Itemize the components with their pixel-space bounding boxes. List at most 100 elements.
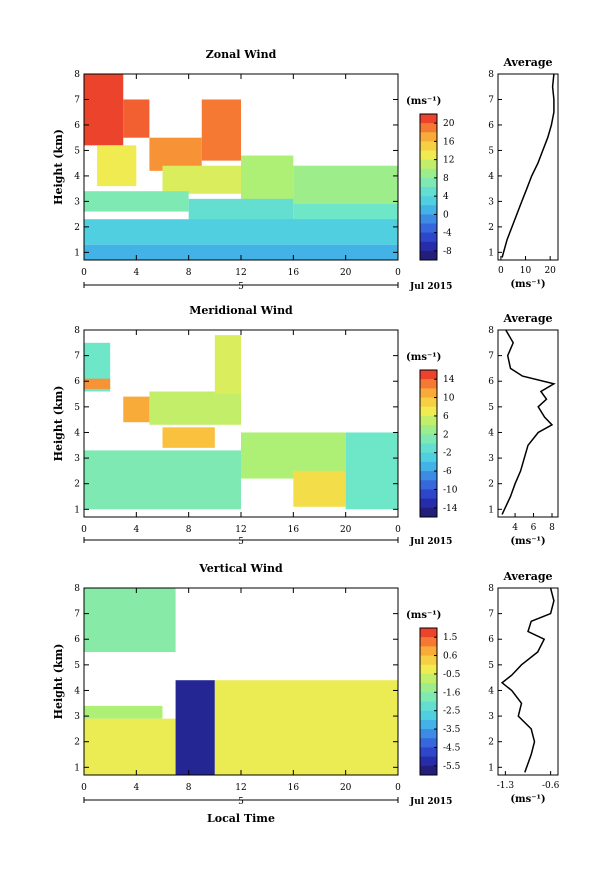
y-tick-label: 5: [74, 403, 80, 413]
heatmap-cell: [84, 219, 398, 245]
colorbar-segment: [420, 710, 437, 721]
colorbar: 14 10 6 2 -2 -6 -10 -14: [419, 369, 458, 518]
colorbar-tick-label: 8: [443, 174, 449, 184]
colorbar-tick-label: 10: [443, 394, 455, 404]
y-tick-label: 5: [74, 146, 80, 156]
colorbar-segment: [420, 443, 437, 454]
x-tick-label: 0: [81, 268, 87, 278]
avg-y-tick-label: 2: [488, 738, 494, 748]
y-tick-label: 1: [74, 248, 80, 258]
average-panel: Average 1 2 3 4 5 6 7 8 -1.3 -0.6 (ms⁻¹): [488, 570, 559, 805]
x-tick-label: 16: [288, 268, 300, 278]
colorbar-tick-label: -4.5: [443, 743, 461, 753]
y-tick-label: 6: [74, 635, 80, 645]
y-axis-label: Height (km): [52, 129, 65, 205]
heatmap-cell: [123, 396, 150, 423]
date-label: 5: [238, 537, 244, 547]
average-profile-line: [500, 587, 555, 773]
avg-y-tick-label: 6: [488, 377, 494, 387]
colorbar-tick-label: -0.5: [443, 670, 461, 680]
average-title: Average: [502, 570, 552, 583]
colorbar-segment: [420, 729, 437, 739]
heatmap-cell: [293, 470, 346, 507]
x-tick-label: 12: [235, 783, 246, 793]
heatmap-area: [84, 74, 398, 260]
colorbar-segment: [420, 507, 437, 518]
colorbar-segment: [420, 159, 437, 170]
x-tick-label: 8: [186, 783, 192, 793]
x-tick-label: 4: [133, 268, 139, 278]
avg-y-tick-label: 7: [488, 610, 494, 620]
y-tick-label: 1: [74, 763, 80, 773]
avg-y-tick-label: 3: [488, 197, 494, 207]
y-tick-label: 2: [74, 480, 80, 490]
colorbar-segment: [420, 388, 437, 399]
colorbar-segment: [420, 719, 437, 730]
colorbar-tick-label: 0: [443, 210, 449, 220]
average-frame: [497, 329, 559, 518]
colorbar-tick-label: -14: [443, 504, 458, 514]
colorbar-frame: [419, 369, 438, 518]
colorbar-segment: [420, 123, 437, 133]
month-label: Jul 2015: [409, 537, 452, 547]
x-tick-label: 8: [186, 525, 192, 535]
avg-y-tick-label: 8: [488, 326, 494, 336]
y-tick-label: 3: [74, 454, 80, 464]
heatmap-cell: [293, 203, 398, 222]
heatmap-cell: [149, 391, 241, 425]
y-tick-label: 7: [74, 352, 80, 362]
avg-x-axis-label: (ms⁻¹): [510, 279, 545, 290]
avg-y-tick-label: 4: [488, 428, 494, 438]
colorbar-tick-label: 2: [443, 430, 449, 440]
heatmap-cell: [162, 165, 241, 194]
avg-y-tick-label: 2: [488, 223, 494, 233]
avg-y-tick-label: 7: [488, 352, 494, 362]
y-tick-label: 8: [74, 70, 80, 80]
unit-label: (ms⁻¹): [406, 96, 441, 107]
heatmap-cell: [84, 74, 124, 146]
avg-x-tick-label: 8: [549, 523, 555, 533]
y-axis-label: Height (km): [52, 386, 65, 462]
heatmap-cell: [84, 588, 176, 653]
avg-y-tick-label: 8: [488, 584, 494, 594]
x-tick-label: 0: [395, 525, 401, 535]
colorbar-segment: [420, 747, 437, 758]
y-tick-label: 7: [74, 610, 80, 620]
colorbar-tick-label: -5.5: [443, 762, 461, 772]
colorbar-tick-label: 0.6: [443, 652, 458, 662]
heatmap-cell: [84, 378, 111, 389]
colorbar-segment: [420, 241, 437, 252]
colorbar-segment: [420, 132, 437, 142]
colorbar-segment: [420, 406, 437, 417]
heatmap-cell: [188, 198, 294, 222]
colorbar-tick-label: -8: [443, 247, 452, 257]
x-tick-label: 0: [395, 268, 401, 278]
colorbar-segment: [420, 765, 437, 776]
colorbar-segment: [420, 683, 437, 693]
avg-y-tick-label: 3: [488, 454, 494, 464]
panel-title: Vertical Wind: [198, 562, 283, 575]
colorbar-tick-label: 16: [443, 137, 455, 147]
avg-x-tick-label: 10: [520, 266, 532, 276]
colorbar-segment: [420, 250, 437, 261]
heatmap-cell: [214, 335, 241, 395]
colorbar-segment: [420, 187, 437, 197]
colorbar-segment: [420, 434, 437, 444]
heatmap-area: [84, 588, 398, 775]
colorbar-segment: [420, 692, 437, 702]
average-panel: Average 1 2 3 4 5 6 7 8 4 6 8 (ms⁻¹): [488, 312, 559, 547]
colorbar-tick-label: -1.6: [443, 688, 461, 698]
avg-y-tick-label: 1: [488, 248, 494, 258]
average-panel: Average 1 2 3 4 5 6 7 8 0 10 20 (ms⁻¹): [488, 56, 559, 290]
colorbar-segment: [420, 177, 437, 188]
heatmap-cell: [175, 680, 215, 775]
avg-x-axis-label: (ms⁻¹): [510, 536, 545, 547]
y-tick-label: 1: [74, 505, 80, 515]
x-tick-label: 12: [235, 268, 246, 278]
colorbar-segment: [420, 471, 437, 481]
y-tick-label: 6: [74, 121, 80, 131]
colorbar-segment: [420, 223, 437, 234]
average-frame: [497, 73, 559, 261]
